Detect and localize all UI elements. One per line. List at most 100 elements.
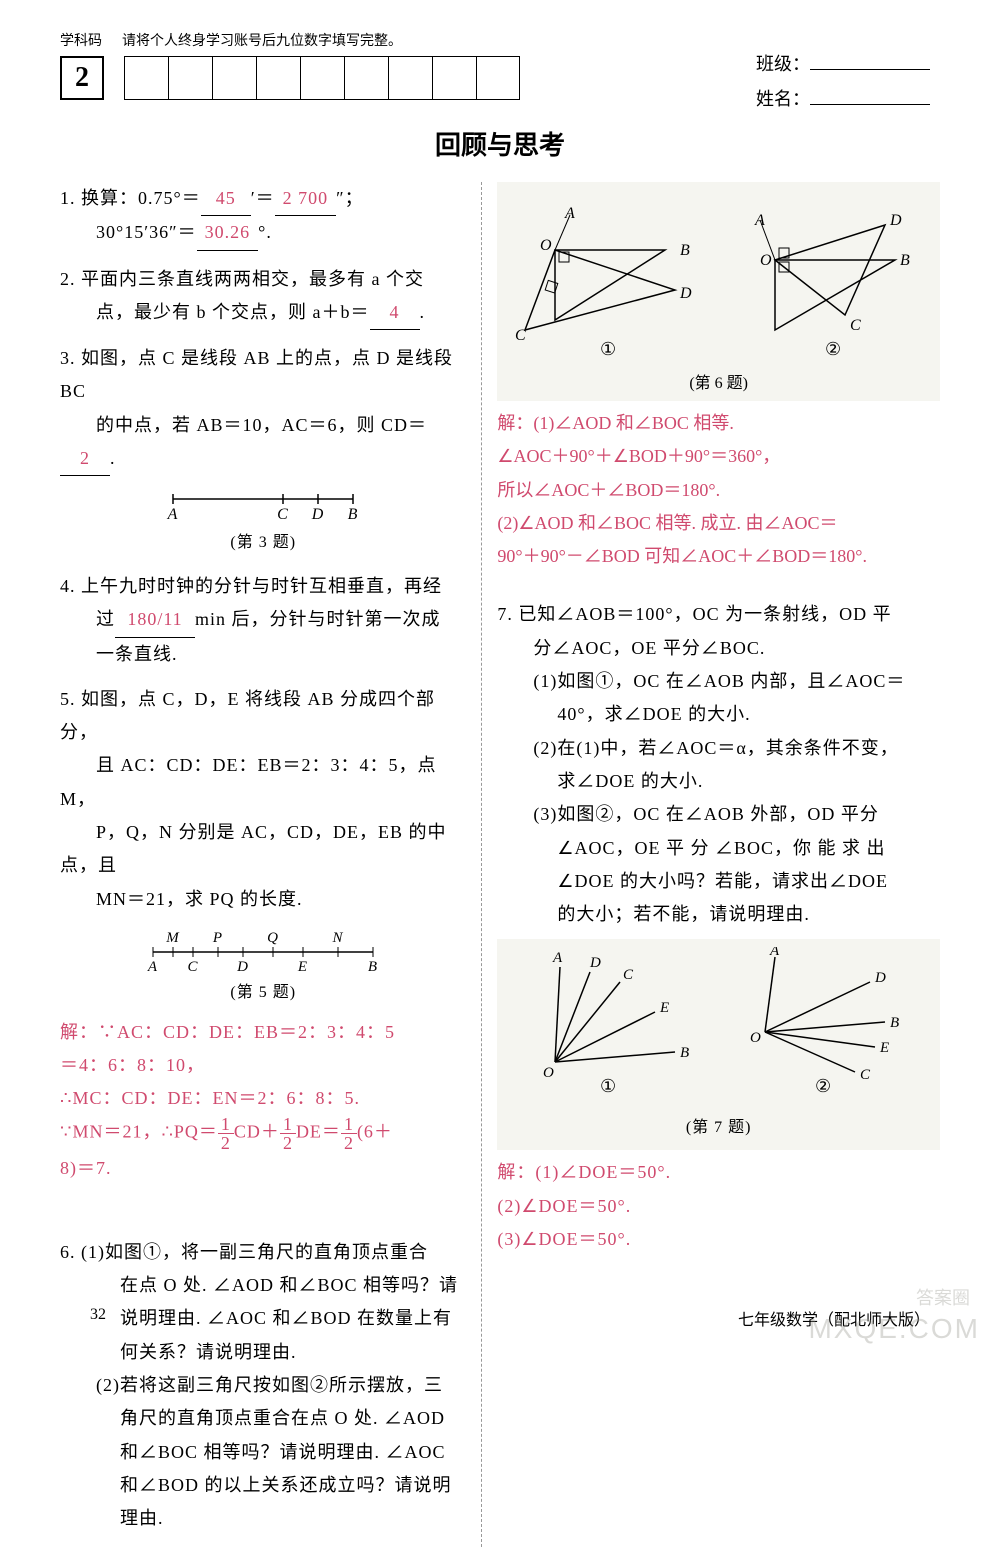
sol-line: 8)＝7. (60, 1152, 466, 1185)
lbl-O: O (760, 252, 772, 269)
problem-6: 6. (1)如图①，将一副三角尺的直角顶点重合 在点 O 处. ∠AOD 和∠B… (60, 1236, 466, 1536)
lbl-2: ② (815, 1076, 832, 1096)
q7-text: (2)在(1)中，若∠AOC＝α，其余条件不变， (497, 738, 898, 758)
digit-box[interactable] (256, 56, 300, 100)
digit-box[interactable] (344, 56, 388, 100)
name-input[interactable] (810, 85, 930, 105)
q6-text: 在点 O 处. ∠AOD 和∠BOC 相等吗？请 (60, 1275, 458, 1295)
sol-line: 解：∵AC：CD：DE：EB＝2：3：4：5 (60, 1016, 466, 1049)
q6-text: 和∠BOC 相等吗？请说明理由. ∠AOC (60, 1442, 446, 1462)
problem-7: 7. 已知∠AOB＝100°，OC 为一条射线，OD 平 分∠AOC，OE 平分… (497, 598, 940, 1256)
label-B: B (348, 506, 359, 523)
digit-box[interactable] (476, 56, 520, 100)
q1-ans-a: 45 (201, 182, 251, 216)
digit-box[interactable] (388, 56, 432, 100)
q6-text: 6. (1)如图①，将一副三角尺的直角顶点重合 (60, 1242, 428, 1262)
diagram-6: A O B C D ① A O B (497, 182, 940, 401)
digit-box[interactable] (300, 56, 344, 100)
q1-text: ′＝ (251, 188, 275, 208)
label-Q: Q (267, 930, 279, 946)
q6-text: 理由. (60, 1508, 164, 1528)
lbl-D: D (889, 212, 902, 229)
sol-line: (3)∠DOE＝50°. (497, 1223, 940, 1256)
q4-text: 一条直线. (60, 644, 178, 664)
lbl-E: E (659, 1000, 670, 1016)
lbl-E: E (879, 1040, 890, 1056)
lbl-B: B (890, 1015, 900, 1031)
subject-label: 学科码 (60, 30, 102, 50)
q4-text: 4. 上午九时时钟的分针与时针互相垂直，再经 (60, 576, 442, 596)
q5-text: 5. 如图，点 C，D，E 将线段 AB 分成四个部分， (60, 689, 435, 742)
sol-line: 解：(1)∠DOE＝50°. (497, 1156, 940, 1189)
q5-text: 且 AC：CD：DE：EB＝2：3：4：5，点 M， (60, 755, 437, 808)
q6-text: 角尺的直角顶点重合在点 O 处. ∠AOD (60, 1408, 445, 1428)
q2-text: . (420, 302, 426, 322)
lbl-A: A (552, 950, 563, 966)
label-A: A (147, 959, 158, 974)
q7-solution: 解：(1)∠DOE＝50°. (2)∠DOE＝50°. (3)∠DOE＝50°. (497, 1156, 940, 1256)
q1-text: 1. 换算：0.75°＝ (60, 188, 201, 208)
watermark-text: MXQE.COM (808, 1313, 980, 1345)
diagram-3-caption: (第 3 题) (60, 528, 466, 558)
lbl-A: A (754, 212, 765, 229)
q2-text: 2. 平面内三条直线两两相交，最多有 a 个交 (60, 269, 424, 289)
q4-text: 过 (60, 609, 115, 629)
q1-text: 30°15′36″＝ (60, 222, 197, 242)
lbl-A: A (769, 947, 780, 959)
q2-ans: 4 (370, 296, 420, 330)
sol-line: 所以∠AOC＋∠BOD＝180°. (497, 474, 940, 507)
q5-text: P，Q，N 分别是 AC，CD，DE，EB 的中点，且 (60, 822, 447, 875)
diagram-7: A D C E B O ① A (497, 939, 940, 1150)
q7-text: 的大小；若不能，请说明理由. (497, 904, 810, 924)
lbl-B: B (680, 242, 690, 259)
q6-text: (2)若将这副三角尺按如图②所示摆放，三 (60, 1375, 443, 1395)
q7-text: ∠AOC，OE 平 分 ∠BOC，你 能 求 出 (497, 838, 885, 858)
digit-boxes[interactable] (124, 56, 520, 100)
q5-solution: 解：∵AC：CD：DE：EB＝2：3：4：5 ＝4：6：8：10， ∴MC：CD… (60, 1016, 466, 1186)
q6-text: 和∠BOD 的以上关系还成立吗？请说明 (60, 1475, 452, 1495)
q1-ans-c: 30.26 (197, 216, 259, 250)
class-label: 班级： (756, 54, 810, 74)
problem-3: 3. 如图，点 C 是线段 AB 上的点，点 D 是线段 BC 的中点，若 AB… (60, 342, 466, 558)
q3-text: 的中点，若 AB＝10，AC＝6，则 CD＝ (60, 415, 427, 435)
label-D: D (311, 506, 325, 523)
diagram-7-svg: A D C E B O ① A (505, 947, 915, 1097)
lbl-1: ① (600, 1076, 617, 1096)
q7-text: 分∠AOC，OE 平分∠BOC. (497, 638, 765, 658)
q6-solution: 解：(1)∠AOD 和∠BOC 相等. ∠AOC＋90°＋∠BOD＋90°＝36… (497, 407, 940, 573)
q4-text: min 后，分针与时针第一次成 (195, 609, 441, 629)
lbl-O: O (543, 1065, 555, 1081)
digit-box[interactable] (168, 56, 212, 100)
label-C: C (188, 959, 199, 974)
problem-2: 2. 平面内三条直线两两相交，最多有 a 个交 点，最少有 b 个交点，则 a＋… (60, 263, 466, 331)
class-input[interactable] (810, 50, 930, 70)
lbl-A: A (564, 205, 575, 222)
lbl-D: D (679, 285, 692, 302)
sol-line: (2)∠DOE＝50°. (497, 1190, 940, 1223)
label-C: C (277, 506, 289, 523)
sol-line: 解：(1)∠AOD 和∠BOC 相等. (497, 407, 940, 440)
page-title: 回顾与思考 (60, 125, 940, 162)
q3-text: . (110, 448, 116, 468)
name-field: 姓名： (756, 85, 930, 111)
q1-text: ″； (336, 188, 364, 208)
label-M: M (165, 930, 180, 946)
q2-text: 点，最少有 b 个交点，则 a＋b＝ (60, 302, 370, 322)
q1-text: °. (258, 222, 272, 242)
digit-box[interactable] (212, 56, 256, 100)
class-field: 班级： (756, 50, 930, 76)
lbl-O: O (750, 1030, 762, 1046)
label-D: D (236, 959, 249, 974)
digit-box[interactable] (432, 56, 476, 100)
diagram-6-caption: (第 6 题) (505, 369, 932, 393)
digit-box[interactable] (124, 56, 168, 100)
q5-text: MN＝21，求 PQ 的长度. (60, 889, 303, 909)
q7-text: (3)如图②，OC 在∠AOB 外部，OD 平分 (497, 804, 879, 824)
lbl-2: ② (825, 339, 841, 359)
q7-text: 40°，求∠DOE 的大小. (497, 704, 750, 724)
q4-ans: 180/11 (115, 603, 195, 637)
lbl-C: C (850, 317, 861, 334)
page-number: 32 (90, 1306, 106, 1330)
q1-ans-b: 2 700 (275, 182, 337, 216)
q6-text: 何关系？请说明理由. (60, 1342, 297, 1362)
